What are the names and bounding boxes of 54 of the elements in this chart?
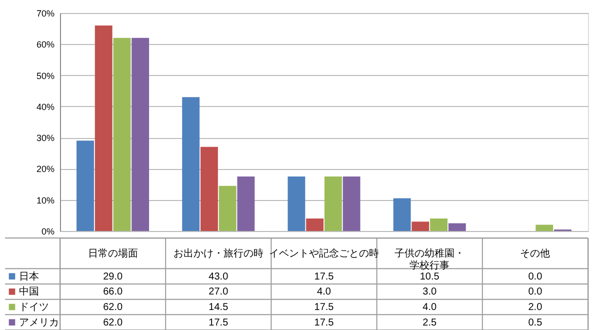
data-label: 17.5 (314, 317, 334, 328)
y-tick-label: 60% (36, 40, 54, 50)
x-tick-label: イベントや記念ごとの時 (269, 247, 379, 260)
bar (182, 97, 200, 231)
data-label: 27.0 (208, 286, 229, 298)
data-label: 43.0 (208, 271, 229, 282)
data-label: 0.0 (528, 271, 543, 282)
bar (94, 25, 112, 231)
y-tick-label: 40% (36, 102, 54, 112)
bar (324, 176, 342, 231)
data-label: 17.5 (208, 317, 229, 328)
bar (288, 176, 306, 231)
bar (342, 176, 360, 231)
data-label: 62.0 (103, 302, 123, 313)
bar (536, 224, 554, 231)
bar (306, 218, 324, 231)
bar (132, 38, 150, 231)
legend-label: ドイツ (19, 302, 49, 313)
x-tick-label: 子供の幼稚園・学校行事 (394, 247, 465, 272)
data-label: 14.5 (208, 302, 229, 313)
data-label: 10.5 (420, 271, 440, 282)
data-label: 29.0 (103, 271, 123, 282)
legend-label: アメリカ (19, 317, 59, 328)
y-tick-label: 10% (36, 195, 54, 206)
bar (76, 140, 94, 231)
data-label: 0.5 (528, 317, 543, 328)
x-tick-label: お出かけ・旅行の時 (173, 247, 264, 260)
bar (218, 186, 236, 231)
y-tick-label: 70% (36, 8, 54, 18)
bar (237, 176, 255, 231)
data-label: 2.0 (528, 302, 543, 313)
legend-label: 中国 (19, 286, 39, 298)
data-label: 2.5 (422, 317, 437, 328)
data-label: 4.0 (422, 302, 437, 313)
bar (448, 223, 466, 231)
data-label: 17.5 (314, 271, 334, 282)
bar (393, 198, 411, 231)
y-tick-label: 30% (36, 133, 54, 144)
data-label: 3.0 (422, 286, 437, 298)
bar (200, 146, 218, 231)
y-tick-label: 20% (36, 164, 54, 174)
legend-label: 日本 (19, 270, 39, 282)
bar (113, 38, 131, 231)
x-tick-label: その他 (520, 247, 550, 260)
x-tick-label: 日常の場面 (88, 247, 138, 260)
y-tick-label: 50% (36, 70, 54, 81)
bar (430, 218, 448, 231)
data-label: 4.0 (317, 286, 332, 298)
data-label: 62.0 (103, 317, 123, 328)
data-label: 0.0 (528, 286, 543, 298)
bar (412, 222, 430, 231)
data-label: 66.0 (103, 286, 123, 298)
data-label: 17.5 (314, 302, 334, 313)
y-tick-label: 0% (41, 226, 54, 236)
